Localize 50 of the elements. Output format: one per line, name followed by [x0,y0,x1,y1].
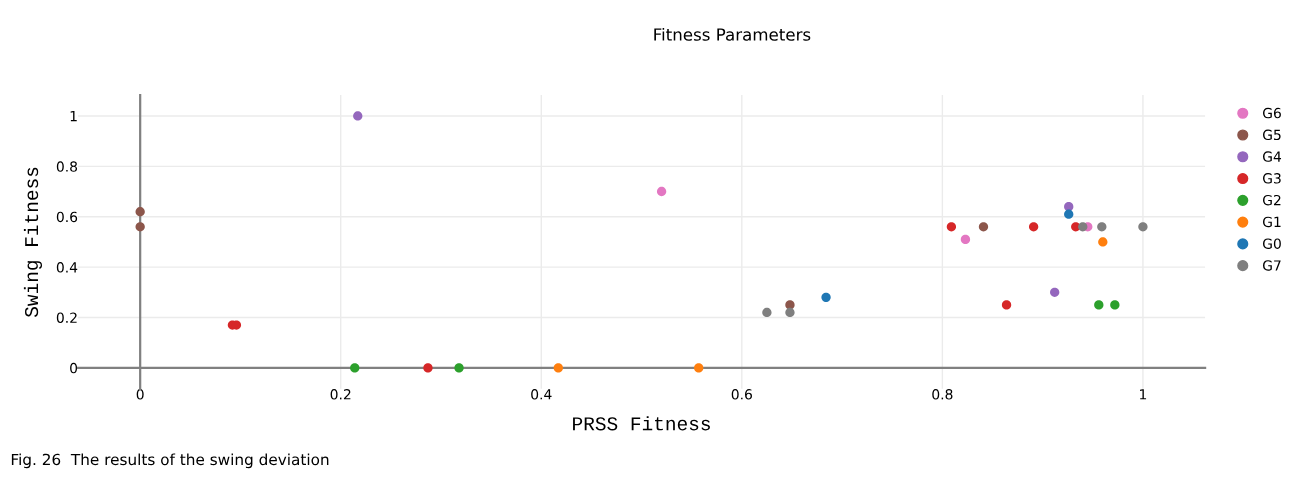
x-tick-label: 0.2 [330,389,351,400]
point [1001,300,1012,310]
point [821,292,831,302]
point [978,222,989,232]
point [1110,300,1120,310]
point [785,307,795,318]
legend-label: G7 [1262,260,1281,271]
point [1050,287,1060,297]
point [135,207,145,217]
point [1097,222,1107,232]
y-tick-label: 1 [70,111,77,122]
x-tick-label: 0 [136,389,144,400]
y-axis-title: Swing Fitness [23,167,43,318]
x-tick-label: 0.6 [731,389,752,400]
x-axis-title: PRSS Fitness [573,416,710,431]
y-tick-label: 0.8 [56,161,78,172]
point [960,234,971,245]
y-tick-label: 0 [70,362,78,374]
point [454,363,464,373]
point [1098,237,1108,247]
y-tick-label: 0.6 [56,211,78,223]
point [1094,300,1104,310]
chart-title: Fitness Parameters [654,27,811,41]
legend-label: G2 [1262,194,1281,206]
point [694,363,704,373]
point [1064,201,1074,212]
point [946,222,957,232]
point [656,186,667,197]
x-tick-label: 1 [1140,389,1147,400]
legend-label: G0 [1262,238,1281,249]
y-tick-label: 0.4 [56,262,78,273]
legend-label: G4 [1262,151,1282,162]
x-tick-label: 0.4 [531,389,552,400]
y-tick-label: 0.2 [56,312,77,323]
point [135,222,145,232]
point [1028,222,1039,232]
point [1138,222,1148,232]
legend-label: G5 [1262,129,1281,141]
legend-label: G6 [1262,107,1281,119]
point [1078,222,1088,232]
point [1064,209,1074,219]
point [350,363,360,373]
point [353,111,363,121]
legend-label: G3 [1262,173,1281,184]
point [762,307,772,318]
point [553,363,563,373]
point [423,363,433,373]
legend-label: G1 [1262,216,1281,228]
x-tick-label: 0.8 [932,389,953,400]
caption: Fig. 26 The results of the swing deviation [11,453,329,469]
